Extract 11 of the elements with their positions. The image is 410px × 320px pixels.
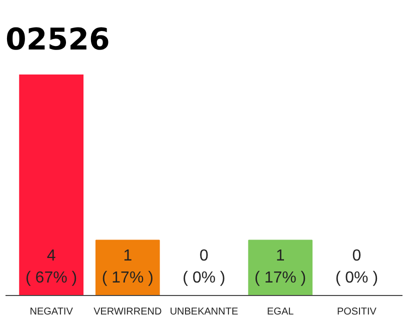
data-label: 0 ( 0% ) [335,248,378,287]
chart-title: 02526 [6,22,110,58]
data-label: 0 ( 0% ) [182,248,226,287]
x-tick-label: POSITIV [336,306,377,318]
data-label: 4 ( 67% ) [26,248,78,287]
data-label: 1 ( 17% ) [102,248,154,287]
x-tick-label: EGAL [267,306,294,318]
x-tick-label: NEGATIV [30,306,74,318]
data-label: 1 ( 17% ) [254,248,306,287]
x-tick-label: UNBEKANNTE [170,306,238,318]
x-tick-label: VERWIRREND [94,306,162,318]
